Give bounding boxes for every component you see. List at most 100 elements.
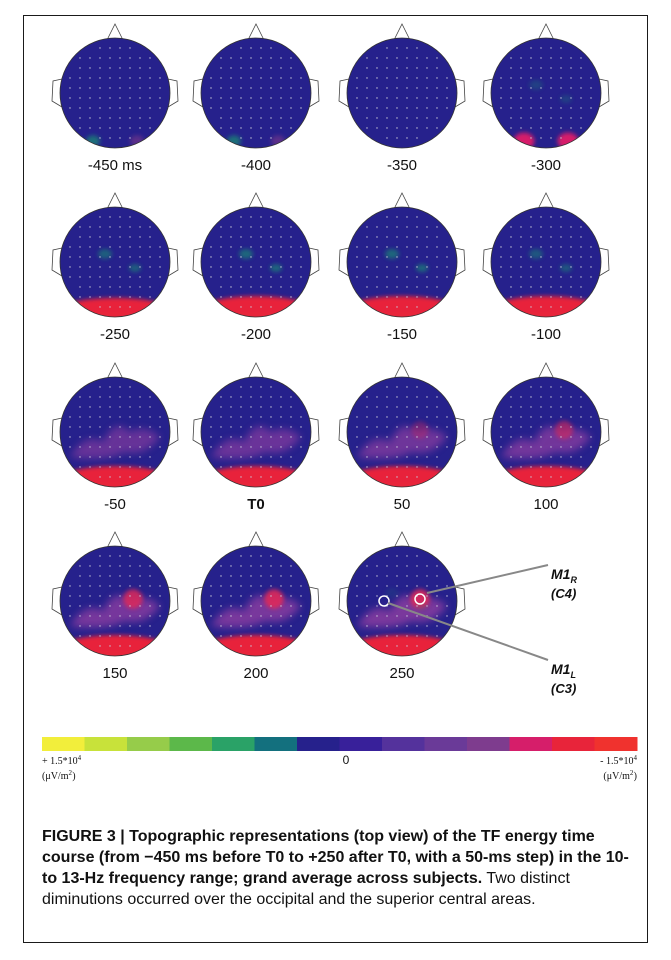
electrode-dot [240, 386, 242, 388]
electrode-dot [79, 77, 81, 79]
electrode-dot [580, 276, 582, 278]
electrode-dot [510, 426, 512, 428]
electrode-dot [396, 555, 398, 557]
electrode-dot [280, 426, 282, 428]
electrode-dot [520, 226, 522, 228]
electrode-dot [260, 386, 262, 388]
electrode-dot [436, 296, 438, 298]
electrode-dot [510, 97, 512, 99]
electrode-dot [406, 97, 408, 99]
electrode-dot [99, 276, 101, 278]
electrode-dot [260, 296, 262, 298]
electrode-dot [109, 416, 111, 418]
electrode-dot [376, 67, 378, 69]
electrode-dot [416, 615, 418, 617]
electrode-dot [220, 266, 222, 268]
electrode-dot [260, 306, 262, 308]
electrode-dot [250, 476, 252, 478]
electrode-dot [89, 456, 91, 458]
electrode-dot [159, 246, 161, 248]
caption-body: Two distinct diminutions occurred over t… [42, 870, 570, 908]
electrode-dot [300, 416, 302, 418]
time-label: -50 [104, 496, 126, 513]
electrode-dot [376, 286, 378, 288]
electrode-dot [290, 615, 292, 617]
electrode-dot [240, 476, 242, 478]
electrode-dot [149, 635, 151, 637]
electrode-dot [500, 107, 502, 109]
head-map: -300 [482, 23, 610, 174]
electrode-dot [540, 286, 542, 288]
electrode-dot [119, 406, 121, 408]
electrode-dot [240, 97, 242, 99]
electrode-dot [230, 77, 232, 79]
electrode-dot [356, 276, 358, 278]
electrode-dot [540, 87, 542, 89]
electrode-dot [396, 57, 398, 59]
electrode-dot [69, 605, 71, 607]
scalp-outline [346, 206, 458, 318]
electrode-dot [376, 256, 378, 258]
electrode-dot [570, 416, 572, 418]
electrode-dot [500, 87, 502, 89]
electrode-dot [530, 386, 532, 388]
electrode-dot [426, 635, 428, 637]
electrode-dot [79, 436, 81, 438]
electrode-dot [109, 87, 111, 89]
electrode-dot [280, 625, 282, 627]
electrode-dot [386, 476, 388, 478]
electrode-dot [550, 266, 552, 268]
electrode-dot [240, 47, 242, 49]
electrode-dot [366, 635, 368, 637]
electrode-dot [436, 87, 438, 89]
electrode-dot [550, 466, 552, 468]
electrode-dot [590, 416, 592, 418]
electrode-dot [220, 575, 222, 577]
electrode-dot [406, 226, 408, 228]
head-map: -350 [338, 23, 466, 174]
electrode-dot [270, 306, 272, 308]
m1l-channel: (C3) [551, 681, 576, 696]
electrode-dot [139, 67, 141, 69]
electrode-dot [446, 426, 448, 428]
electrode-dot [79, 266, 81, 268]
electrode-dot [99, 615, 101, 617]
electrode-dot [250, 276, 252, 278]
right-ear-outline [598, 78, 610, 108]
electrode-dot [436, 625, 438, 627]
electrode-dot [230, 57, 232, 59]
electrode-dot [366, 57, 368, 59]
electrode-dot [386, 276, 388, 278]
electrode-dot [109, 256, 111, 258]
electrode-dot [426, 595, 428, 597]
electrode-dot [396, 595, 398, 597]
electrode-dot [149, 246, 151, 248]
electrode-dot [550, 296, 552, 298]
electrode-dot [426, 426, 428, 428]
electrode-dot [240, 67, 242, 69]
electrode-dot [436, 446, 438, 448]
electrode-dot [109, 97, 111, 99]
electrode-dot [99, 436, 101, 438]
electrode-dot [500, 276, 502, 278]
electrode-dot [446, 246, 448, 248]
electrode-dot [139, 625, 141, 627]
electrode-dot [386, 246, 388, 248]
electrode-dot [129, 585, 131, 587]
electrode-dot [436, 256, 438, 258]
electrode-dot [109, 595, 111, 597]
electrode-dot [139, 296, 141, 298]
electrode-dot [530, 266, 532, 268]
electrode-dot [99, 456, 101, 458]
electrode-dot [270, 645, 272, 647]
teal-patch [529, 80, 543, 90]
electrode-dot [570, 87, 572, 89]
electrode-dot [129, 565, 131, 567]
electrode-dot [500, 426, 502, 428]
electrode-dot [580, 107, 582, 109]
electrode-dot [290, 117, 292, 119]
electrode-dot [530, 406, 532, 408]
electrode-dot [240, 436, 242, 438]
electrode-dot [280, 635, 282, 637]
electrode-dot [119, 256, 121, 258]
